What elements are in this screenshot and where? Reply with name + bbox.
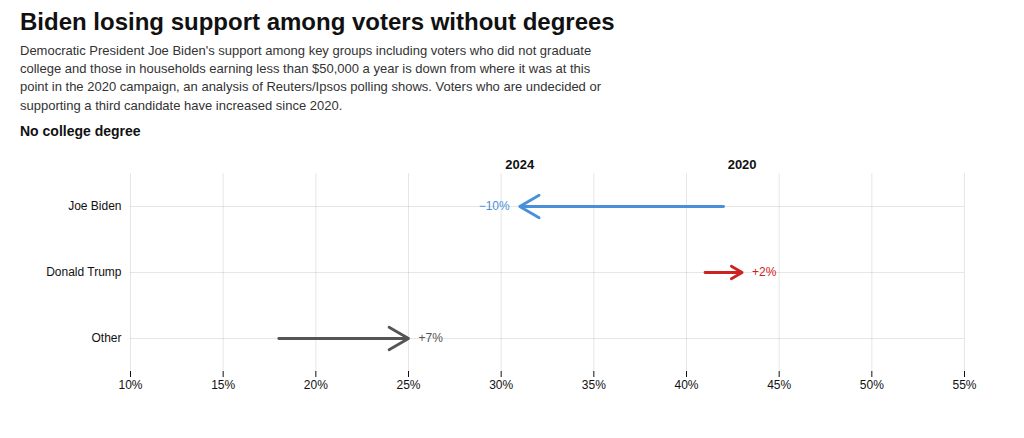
svg-text:+7%: +7% — [419, 331, 444, 345]
svg-text:50%: 50% — [860, 378, 884, 392]
svg-text:55%: 55% — [952, 378, 976, 392]
svg-text:2020: 2020 — [728, 156, 757, 171]
svg-text:2024: 2024 — [505, 156, 535, 171]
svg-text:Joe Biden: Joe Biden — [68, 199, 121, 213]
svg-text:Donald Trump: Donald Trump — [46, 265, 122, 279]
svg-text:35%: 35% — [582, 378, 606, 392]
svg-text:25%: 25% — [396, 378, 420, 392]
svg-text:+2%: +2% — [752, 265, 777, 279]
svg-text:40%: 40% — [674, 378, 698, 392]
svg-text:30%: 30% — [489, 378, 513, 392]
html-text:No college degree: No college degree — [20, 122, 141, 139]
svg-text:Other: Other — [91, 331, 121, 345]
svg-text:10%: 10% — [118, 378, 142, 392]
svg-text:45%: 45% — [767, 378, 791, 392]
html-text:Democratic President Joe Biden: Democratic President Joe Biden's support… — [20, 43, 601, 113]
svg-text:15%: 15% — [211, 378, 235, 392]
html-text:Biden losing support among vot: Biden losing support among voters withou… — [20, 8, 615, 35]
svg-text:20%: 20% — [304, 378, 328, 392]
svg-text:−10%: −10% — [479, 199, 510, 213]
